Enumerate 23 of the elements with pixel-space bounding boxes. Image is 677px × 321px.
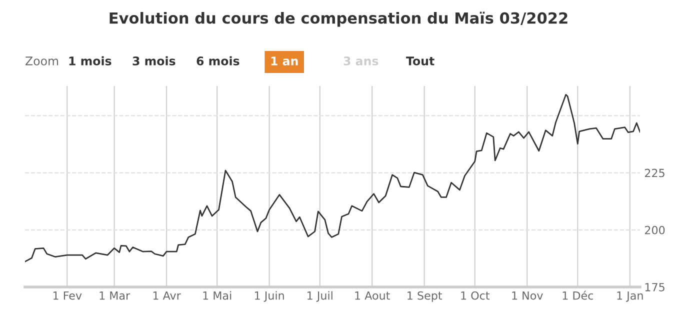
x-tick-label: 1 Sept [408,291,442,302]
text: Zoom [26,56,58,66]
chart-title: Evolution du cours de compensation du Maïs 03/2022 [110,12,568,27]
y-tick-label: 200 [644,226,665,234]
x-tick-label: 1 Oct [461,291,490,300]
text: 1 mois [69,56,112,66]
x-tick-label: 1 Mai [203,291,232,300]
x-tick-label: 1 Juin [255,291,284,302]
x-tick-label: 1 Jan [617,292,643,302]
x-tick-label: 1 Avr [153,292,181,300]
line-series [25,94,640,262]
text: Tout [406,56,434,66]
x-tick-label: 1 Mar [100,292,130,300]
x-tick-label: 1 Juil [308,291,332,302]
x-tick-label: 1 Nov [512,292,543,300]
y-tick-label: 175 [645,283,664,292]
x-tick-label: 1 Fev [53,292,82,300]
y-tick-label: 225 [644,168,664,178]
x-tick-label: 1 Déc [562,290,594,300]
x-tick-label: 1 Aout [355,292,390,300]
text: 6 mois [196,56,240,66]
text: 1 an [271,56,298,66]
text: 3 mois [132,56,176,66]
